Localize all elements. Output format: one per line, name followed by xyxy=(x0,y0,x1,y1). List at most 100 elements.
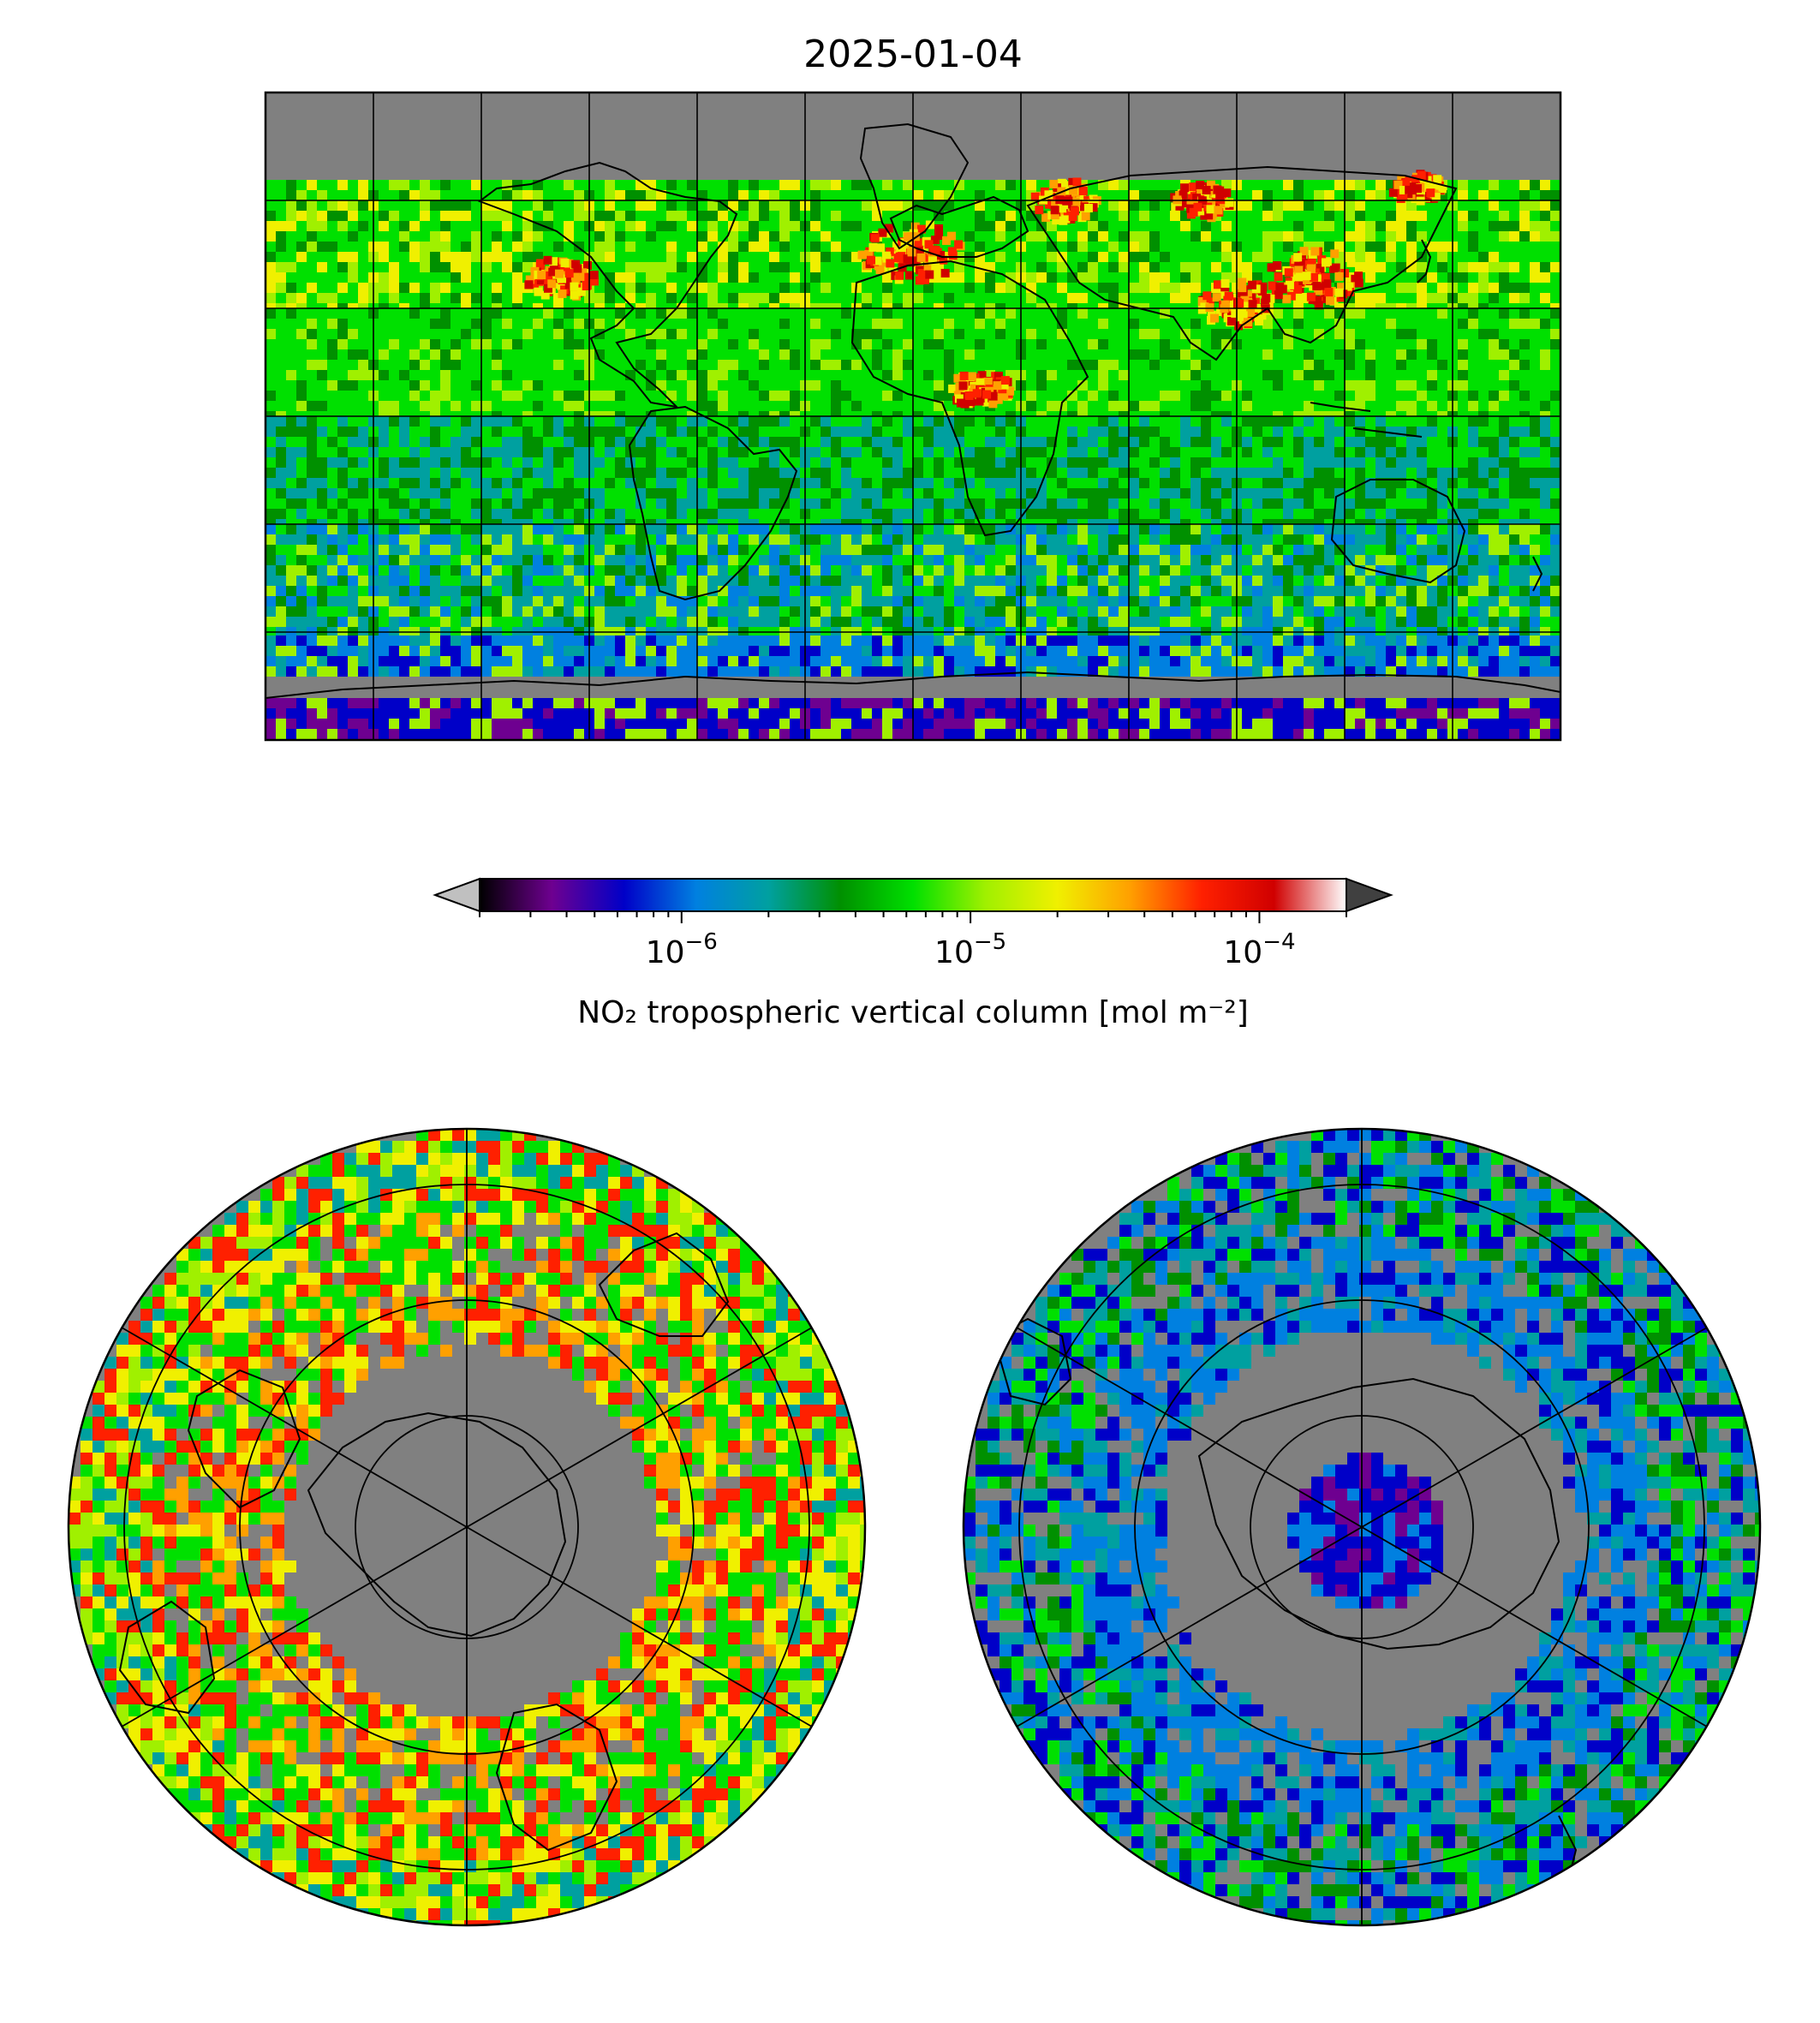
global-data-cell xyxy=(1139,488,1149,498)
global-data-cell xyxy=(872,329,882,339)
global-data-cell xyxy=(687,524,697,534)
global-data-cell xyxy=(1283,488,1293,498)
global-data-cell xyxy=(1036,498,1047,509)
global-data-cell xyxy=(1190,478,1201,488)
global-data-cell xyxy=(666,200,677,211)
global-data-cell xyxy=(1190,272,1201,283)
global-data-cell xyxy=(276,565,286,576)
global-data-cell xyxy=(533,545,543,555)
global-data-cell xyxy=(697,488,707,498)
global-data-cell xyxy=(841,370,851,380)
global-data-cell xyxy=(1550,293,1560,303)
global-data-cell xyxy=(903,190,913,200)
global-data-cell xyxy=(707,370,718,380)
global-data-cell xyxy=(605,555,615,565)
global-data-cell xyxy=(1345,190,1355,200)
global-data-cell xyxy=(1437,380,1447,391)
global-data-cell xyxy=(882,200,892,211)
global-data-cell xyxy=(492,293,502,303)
global-data-cell xyxy=(461,272,471,283)
global-data-cell xyxy=(697,498,707,509)
global-data-cell xyxy=(1478,293,1489,303)
global-data-cell xyxy=(1129,498,1139,509)
global-data-cell xyxy=(317,524,327,534)
global-data-cell xyxy=(348,416,358,427)
global-data-cell xyxy=(779,457,790,468)
global-data-cell xyxy=(348,308,358,319)
global-data-cell xyxy=(779,555,790,565)
global-data-cell xyxy=(1355,262,1365,272)
global-data-cell xyxy=(286,447,296,457)
global-data-cell xyxy=(1458,488,1468,498)
global-data-cell xyxy=(872,391,882,401)
global-data-cell xyxy=(1005,221,1016,231)
global-data-cell xyxy=(625,565,636,576)
global-data-cell xyxy=(656,457,666,468)
global-data-cell xyxy=(1324,447,1334,457)
global-data-cell xyxy=(1108,252,1119,262)
global-data-cell xyxy=(1129,252,1139,262)
global-data-cell xyxy=(1530,231,1540,242)
global-data-cell xyxy=(1468,391,1478,401)
global-data-cell xyxy=(430,272,440,283)
global-data-cell xyxy=(481,468,492,478)
global-data-cell xyxy=(1098,509,1108,519)
global-data-cell xyxy=(266,360,276,370)
global-data-cell xyxy=(1355,221,1365,231)
global-data-cell xyxy=(543,478,553,488)
global-data-cell xyxy=(769,190,779,200)
global-data-cell xyxy=(574,498,584,509)
global-data-cell xyxy=(1437,319,1447,329)
global-data-cell xyxy=(985,468,995,478)
global-data-cell xyxy=(481,329,492,339)
global-data-cell xyxy=(903,329,913,339)
global-data-cell xyxy=(790,252,800,262)
global-data-cell xyxy=(1530,478,1540,488)
global-data-cell xyxy=(749,391,759,401)
global-data-cell xyxy=(286,498,296,509)
global-data-cell xyxy=(1047,427,1057,437)
global-data-cell xyxy=(564,437,574,447)
global-data-cell xyxy=(337,437,348,447)
global-data-cell xyxy=(533,437,543,447)
global-data-cell xyxy=(420,293,430,303)
global-data-cell xyxy=(964,308,975,319)
global-data-cell xyxy=(656,180,666,190)
global-data-cell xyxy=(1077,427,1088,437)
global-data-cell xyxy=(718,509,728,519)
global-data-cell xyxy=(759,252,769,262)
global-data-cell xyxy=(594,252,605,262)
global-data-cell xyxy=(1437,349,1447,360)
global-data-cell xyxy=(738,231,749,242)
global-data-cell xyxy=(389,391,399,401)
global-data-cell xyxy=(1406,262,1417,272)
global-data-cell xyxy=(420,427,430,437)
global-data-cell xyxy=(790,221,800,231)
global-data-cell xyxy=(1458,416,1468,427)
global-data-cell xyxy=(882,401,892,411)
global-data-cell xyxy=(409,339,420,349)
global-data-cell xyxy=(337,200,348,211)
global-data-cell xyxy=(636,221,646,231)
global-data-cell xyxy=(615,555,625,565)
global-data-cell xyxy=(451,468,461,478)
global-data-cell xyxy=(1334,498,1345,509)
global-data-cell xyxy=(944,180,954,190)
global-data-cell xyxy=(995,360,1005,370)
global-data-cell xyxy=(502,252,512,262)
global-data-cell xyxy=(1324,190,1334,200)
global-data-cell xyxy=(533,416,543,427)
global-data-cell xyxy=(1170,380,1180,391)
global-data-cell xyxy=(605,457,615,468)
global-data-cell xyxy=(1499,329,1509,339)
global-data-cell xyxy=(1345,498,1355,509)
global-data-cell xyxy=(934,283,944,293)
global-data-cell xyxy=(1550,339,1560,349)
global-data-cell xyxy=(810,498,820,509)
global-data-cell xyxy=(358,293,368,303)
global-data-cell xyxy=(656,231,666,242)
global-data-cell xyxy=(1201,370,1211,380)
global-data-cell xyxy=(1427,272,1437,283)
global-data-cell xyxy=(697,329,707,339)
global-data-cell xyxy=(1334,180,1345,190)
